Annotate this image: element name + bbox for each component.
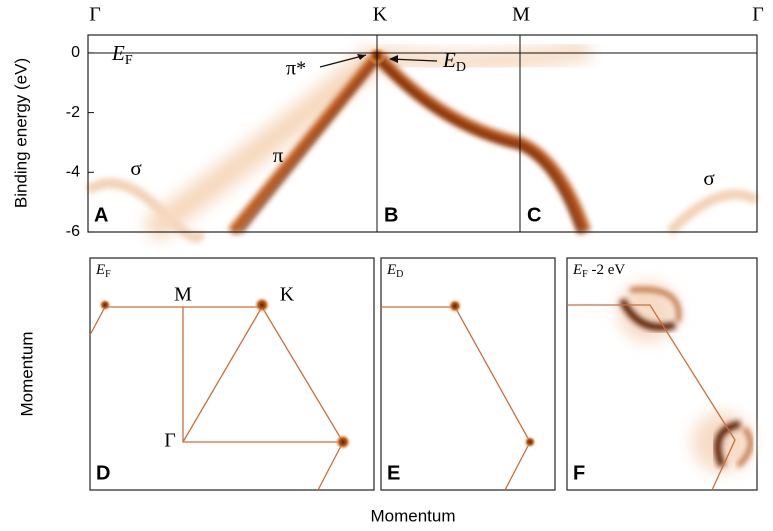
ef-main: E	[111, 41, 125, 65]
x-axis-label: Momentum	[370, 506, 455, 525]
sym-label: M	[174, 284, 192, 306]
e-main: E	[572, 262, 582, 278]
panel-letter: D	[96, 462, 110, 484]
e-rest: -2 eV	[588, 262, 626, 278]
e-sub: D	[396, 269, 403, 280]
panel-letter: E	[387, 462, 400, 484]
panel-letter: A	[94, 204, 108, 226]
panel-f: EF -2 eV F	[567, 258, 757, 490]
sigma-label: σ	[130, 156, 141, 180]
pi-label: π	[273, 143, 284, 167]
figure: Γ K M Γ 0-2-4-6 Binding energy (eV) EF π…	[0, 0, 773, 531]
y-tick-label: -2	[66, 104, 80, 121]
e-sub: F	[105, 269, 111, 280]
top-panel	[88, 35, 757, 238]
k-spot	[335, 434, 351, 450]
ed-main: E	[442, 48, 456, 72]
ed-sub: D	[456, 60, 466, 75]
k-spot	[254, 297, 270, 313]
e-main: E	[386, 262, 396, 278]
sym-label: M	[512, 4, 530, 26]
y-axis-label: Momentum	[17, 331, 36, 416]
panel-frame	[90, 258, 374, 490]
energy-label: EF	[95, 262, 111, 280]
sym-label: K	[373, 4, 388, 26]
sym-label: Γ	[752, 4, 764, 26]
k-spot	[99, 299, 111, 311]
y-tick-label: -4	[66, 164, 80, 181]
pi-star-label: π*	[286, 58, 306, 80]
energy-label: ED	[386, 262, 403, 280]
y-axis-label: Binding energy (eV)	[11, 58, 30, 208]
energy-label: EF -2 eV	[572, 262, 625, 280]
k-spot	[524, 436, 536, 448]
ef-sub: F	[125, 53, 133, 68]
sym-label: Γ	[164, 430, 176, 452]
panel-letter: B	[384, 204, 398, 226]
y-tick-label: -6	[66, 223, 80, 240]
k-spot	[448, 299, 462, 313]
sigma-label: σ	[703, 166, 714, 190]
panel-letter: C	[527, 204, 541, 226]
sym-label: K	[280, 284, 295, 306]
panel-letter: F	[573, 462, 585, 484]
y-tick-label: 0	[71, 44, 80, 61]
sym-label: Γ	[89, 4, 101, 26]
panel-d: EF M K Γ D	[90, 258, 374, 490]
e-main: E	[95, 262, 105, 278]
bz-lines	[381, 307, 530, 490]
panel-frame	[381, 258, 555, 490]
panel-e: ED E	[381, 258, 555, 490]
bz-lines	[90, 307, 343, 490]
top-labels: Γ K M Γ	[89, 4, 764, 26]
